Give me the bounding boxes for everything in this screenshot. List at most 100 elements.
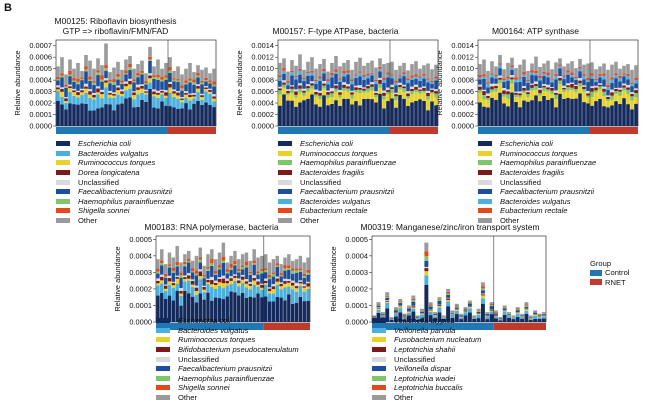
bar-segment: [526, 80, 530, 82]
group-legend-label: Control: [605, 268, 630, 278]
bar-segment: [96, 70, 100, 73]
bar-segment: [386, 87, 390, 91]
bar-segment: [598, 75, 602, 78]
bar-segment: [237, 280, 241, 284]
bar-segment: [446, 295, 451, 298]
bar-segment: [163, 273, 168, 277]
bar-segment: [237, 295, 241, 322]
bar-segment: [213, 259, 218, 272]
bar-segment: [424, 260, 429, 267]
bar-segment: [244, 252, 249, 262]
bar-segment: [240, 269, 245, 275]
bar-segment: [430, 101, 434, 126]
bar-segment: [167, 264, 172, 266]
bar-segment: [398, 88, 402, 95]
bar-segment: [294, 288, 299, 292]
bar-segment: [132, 79, 136, 82]
bar-segment: [306, 300, 310, 322]
bar-segment: [326, 71, 330, 80]
bar-segment: [346, 84, 350, 87]
bar-segment: [80, 70, 84, 78]
bar-segment: [398, 78, 402, 83]
bar-segment: [586, 95, 590, 98]
bar-segment: [128, 56, 132, 64]
bar-segment: [96, 88, 100, 93]
bar-segment: [494, 313, 498, 315]
bar-segment: [302, 90, 306, 93]
bar-segment: [271, 272, 276, 275]
bar-segment: [382, 77, 386, 80]
bar-segment: [171, 300, 176, 322]
bar-segment: [515, 309, 520, 311]
bar-segment: [171, 267, 176, 271]
bar-segment: [282, 84, 286, 88]
bar-segment: [407, 315, 411, 322]
y-tick-label: 0.0001: [345, 301, 368, 310]
bar-segment: [206, 292, 210, 322]
bar-segment: [196, 75, 200, 78]
bar-segment: [237, 283, 241, 287]
bar-segment: [318, 92, 322, 96]
bar-segment: [148, 88, 152, 126]
legend-label: Faecalibacterium prausnitzii: [78, 187, 173, 197]
bar-segment: [60, 91, 64, 97]
bar-segment: [302, 95, 306, 101]
bar-segment: [566, 97, 570, 126]
bar-segment: [486, 70, 490, 83]
bar-segment: [302, 92, 306, 96]
bar-segment: [283, 265, 287, 269]
bar-segment: [318, 78, 322, 81]
bar-segment: [171, 287, 176, 301]
legend-swatch: [278, 189, 292, 195]
bar-segment: [302, 79, 306, 82]
bar-segment: [394, 94, 398, 97]
bar-segment: [202, 276, 206, 279]
bar-segment: [326, 97, 330, 106]
bar-segment: [626, 73, 630, 76]
bar-segment: [56, 87, 60, 90]
bar-segment: [80, 95, 84, 104]
bar-segment: [482, 99, 486, 107]
bar-segment: [480, 286, 485, 289]
bar-segment: [634, 92, 638, 98]
y-tick-label: 0.0014: [251, 41, 274, 50]
bar-segment: [538, 87, 542, 90]
bar-segment: [489, 304, 494, 305]
y-tick-label: 0.0000: [345, 318, 368, 327]
group-bar-rnet: [390, 127, 438, 134]
bar-segment: [252, 277, 256, 281]
rnet-swatch: [590, 279, 602, 286]
bar-segment: [494, 83, 498, 86]
bar-segment: [196, 65, 200, 73]
bar-segment: [441, 317, 446, 319]
y-tick-label: 0.0010: [451, 64, 474, 73]
bar-segment: [84, 69, 88, 72]
bar-segment: [204, 88, 208, 92]
bar-segment: [326, 105, 330, 126]
bar-segment: [84, 103, 88, 126]
bar-segment: [252, 297, 256, 322]
bar-segment: [68, 70, 72, 75]
legend-swatch: [478, 179, 492, 185]
bar-segment: [92, 97, 96, 100]
bar-segment: [502, 311, 507, 315]
bar-segment: [433, 313, 438, 315]
bar-segment: [180, 98, 184, 100]
bar-segment: [72, 90, 76, 93]
bar-segment: [164, 90, 168, 93]
bar-segment: [152, 77, 156, 79]
bar-segment: [515, 313, 520, 314]
bar-segment: [382, 82, 386, 91]
bar-segment: [92, 99, 96, 111]
bar-segment: [167, 295, 172, 322]
bar-segment: [310, 72, 314, 76]
bar-segment: [422, 78, 426, 87]
bar-segment: [526, 70, 530, 81]
bar-segment: [233, 265, 237, 275]
bar-segment: [84, 71, 88, 84]
bar-segment: [212, 68, 216, 82]
bar-segment: [463, 309, 468, 311]
bar-segment: [140, 74, 144, 85]
legend-swatch: [372, 318, 386, 324]
bar-segment: [518, 95, 522, 98]
